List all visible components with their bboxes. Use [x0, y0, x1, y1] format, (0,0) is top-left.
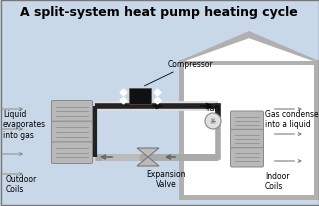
Bar — [129, 89, 151, 104]
Bar — [179, 195, 319, 200]
Bar — [179, 61, 184, 199]
Text: Gas condenses
into a liquid: Gas condenses into a liquid — [265, 109, 319, 129]
FancyBboxPatch shape — [51, 101, 93, 123]
FancyBboxPatch shape — [51, 122, 93, 143]
Bar — [184, 66, 314, 199]
Text: A split-system heat pump heating cycle: A split-system heat pump heating cycle — [20, 6, 298, 19]
Polygon shape — [137, 148, 159, 157]
FancyBboxPatch shape — [51, 142, 93, 164]
Circle shape — [205, 114, 221, 129]
FancyBboxPatch shape — [231, 148, 263, 167]
Text: Indoor
Coils: Indoor Coils — [265, 171, 290, 191]
Text: Fan: Fan — [206, 103, 219, 112]
Polygon shape — [179, 32, 319, 62]
Text: Outdoor
Coils: Outdoor Coils — [6, 174, 37, 193]
Bar — [314, 61, 319, 199]
Text: Expansion
Valve: Expansion Valve — [146, 169, 186, 188]
Text: Compressor: Compressor — [145, 60, 214, 86]
Bar — [179, 61, 319, 199]
FancyBboxPatch shape — [231, 130, 263, 149]
Text: Liquid
evaporates
into gas: Liquid evaporates into gas — [3, 109, 46, 139]
Polygon shape — [137, 157, 159, 166]
FancyBboxPatch shape — [231, 111, 263, 131]
Polygon shape — [185, 39, 313, 62]
